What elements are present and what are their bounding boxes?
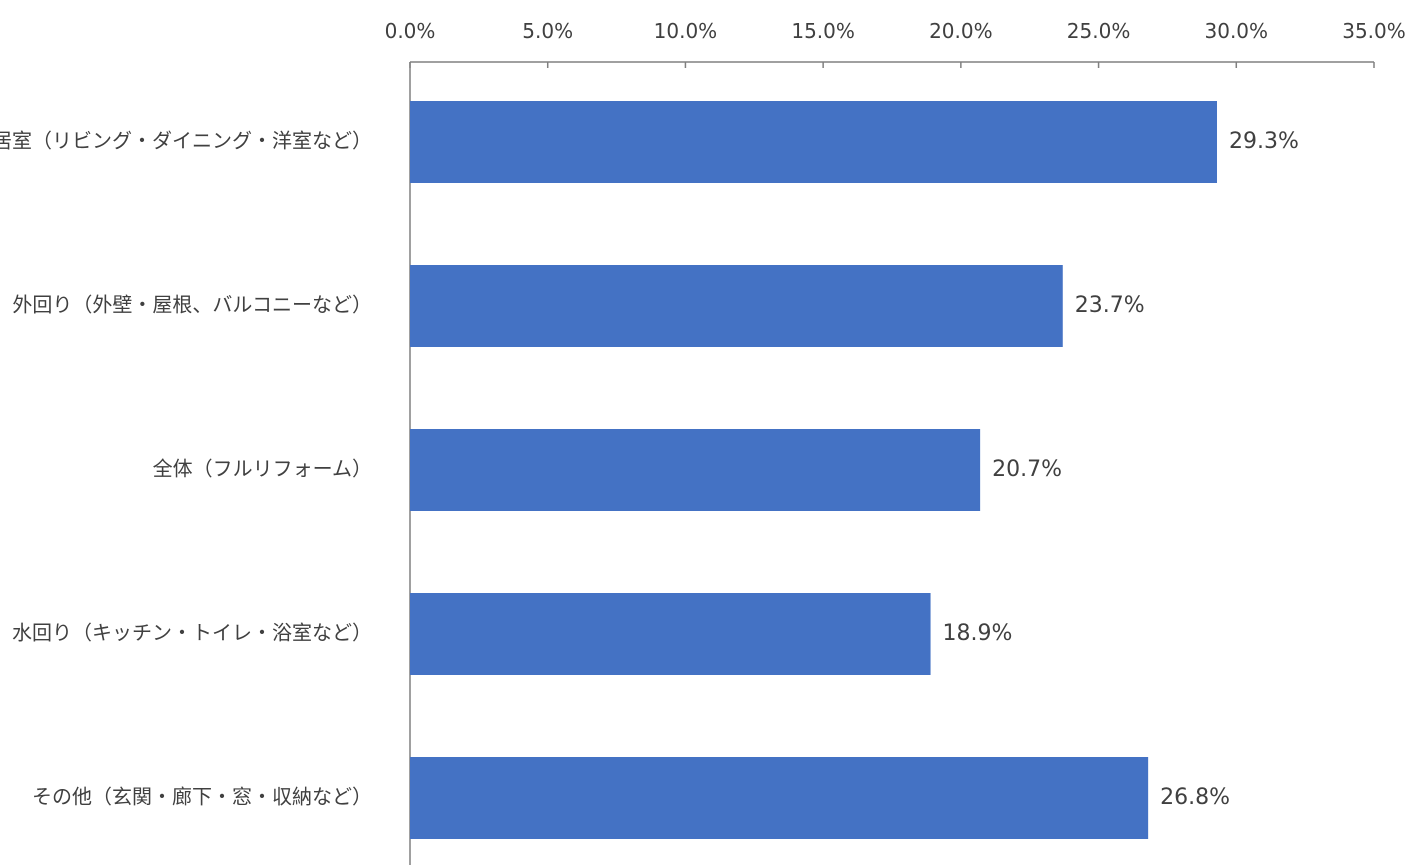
bar [410, 757, 1149, 839]
x-tick-label: 15.0% [791, 19, 855, 43]
bar [410, 265, 1063, 347]
bar [410, 593, 931, 675]
category-label: 水回り（キッチン・トイレ・浴室など） [12, 621, 372, 645]
category-labels: 居室（リビング・ダイニング・洋室など） 外回り（外壁・屋根、バルコニーなど） 全体（… [0, 129, 372, 809]
x-tick-label: 30.0% [1205, 19, 1269, 43]
x-tick-label: 10.0% [654, 19, 718, 43]
data-label: 20.7% [992, 457, 1062, 482]
category-label: 全体（フルリフォーム） [153, 457, 372, 481]
category-label: その他（玄関・廊下・窓・収納など） [32, 785, 372, 809]
data-label: 29.3% [1229, 129, 1299, 154]
x-tick-label: 20.0% [929, 19, 993, 43]
data-label: 18.9% [943, 621, 1013, 646]
x-tick-label: 5.0% [522, 19, 573, 43]
data-labels: 29.3% 23.7% 20.7% 18.9% 26.8% [943, 129, 1299, 810]
bar [410, 101, 1218, 183]
category-label: 居室（リビング・ダイニング・洋室など） [0, 129, 372, 153]
bars [410, 101, 1218, 839]
data-label: 26.8% [1160, 785, 1230, 810]
x-tick-label: 0.0% [385, 19, 436, 43]
bar [410, 429, 981, 511]
data-label: 23.7% [1075, 293, 1145, 318]
x-tick-label: 35.0% [1342, 19, 1406, 43]
x-axis: 0.0% 5.0% 10.0% 15.0% 20.0% 25.0% 30.0% 35.0% [385, 19, 1406, 865]
category-label: 外回り（外壁・屋根、バルコニーなど） [12, 293, 372, 317]
x-tick-label: 25.0% [1067, 19, 1131, 43]
